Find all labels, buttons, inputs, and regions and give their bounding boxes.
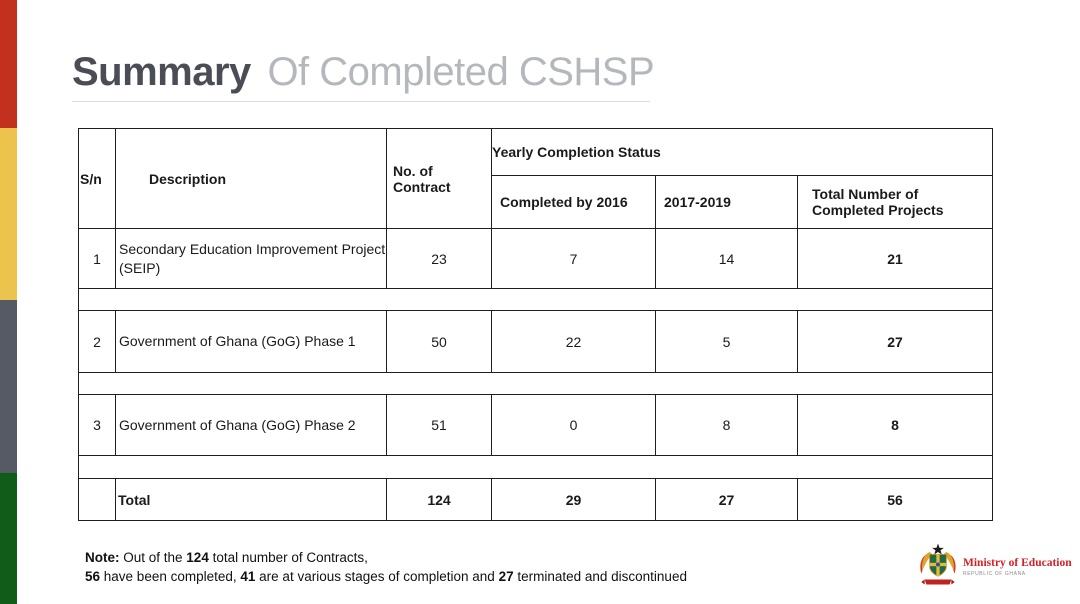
- header-yearly-completion-status: Yearly Completion Status: [491, 128, 993, 176]
- cell-contracts: 50: [386, 310, 492, 373]
- ministry-logo-text: Ministry of Education REPUBLIC OF GHANA: [963, 553, 1072, 577]
- accent-segment-gray: [0, 300, 17, 473]
- header-completed-by-2016: Completed by 2016: [491, 175, 656, 229]
- accent-segment-yellow: [0, 128, 17, 300]
- accent-segment-red: [0, 0, 17, 128]
- note: Note: Out of the 124 total number of Con…: [85, 548, 845, 586]
- spacer-row: [78, 288, 993, 311]
- cell-by2016: 0: [491, 394, 656, 456]
- cell-description: Secondary Education Improvement Project …: [115, 228, 387, 289]
- ministry-logo: Ministry of Education REPUBLIC OF GHANA: [918, 542, 1072, 587]
- title-underline: [72, 101, 650, 102]
- table-row: 1 Secondary Education Improvement Projec…: [78, 228, 993, 289]
- cell-total: 27: [797, 310, 993, 373]
- table-row: 2 Government of Ghana (GoG) Phase 1 50 2…: [78, 310, 993, 373]
- cell-sn: 1: [78, 228, 116, 289]
- total-row: Total 124 29 27 56: [78, 478, 993, 521]
- header-description: Description: [115, 128, 387, 229]
- cell-total-label: Total: [115, 478, 387, 521]
- ministry-name: Ministry of Education: [963, 556, 1072, 569]
- page-title-primary: Summary: [72, 50, 251, 94]
- note-line-2: 56 have been completed, 41 are at variou…: [85, 569, 687, 584]
- cell-total: 21: [797, 228, 993, 289]
- cell-2017-2019: 8: [655, 394, 798, 456]
- header-no-of-contract: No. of Contract: [386, 128, 492, 229]
- header-row-2: Completed by 2016 2017-2019 Total Number…: [79, 175, 993, 229]
- header-total-completed: Total Number of Completed Projects: [797, 175, 993, 229]
- cell-description: Government of Ghana (GoG) Phase 1: [115, 310, 387, 373]
- cell-total-completed: 56: [797, 478, 993, 521]
- table-row: 3 Government of Ghana (GoG) Phase 2 51 0…: [78, 394, 993, 456]
- cell-total: 8: [797, 394, 993, 456]
- header-sn: S/n: [78, 128, 116, 229]
- cell-total-by2016: 29: [491, 478, 656, 521]
- spacer-row: [78, 455, 993, 479]
- cell-sn-empty: [78, 478, 116, 521]
- cell-total-2017-2019: 27: [655, 478, 798, 521]
- cell-total-contracts: 124: [386, 478, 492, 521]
- cell-2017-2019: 5: [655, 310, 798, 373]
- cell-sn: 3: [78, 394, 116, 456]
- header-2017-2019: 2017-2019: [655, 175, 798, 229]
- page-title-secondary: Of Completed CSHSP: [267, 50, 655, 94]
- cell-description: Government of Ghana (GoG) Phase 2: [115, 394, 387, 456]
- header-row-1: S/n Description No. of Contract Yearly C…: [78, 128, 993, 229]
- cell-sn: 2: [78, 310, 116, 373]
- summary-table: S/n Description No. of Contract Yearly C…: [78, 128, 993, 521]
- ghana-coat-of-arms-icon: [920, 543, 956, 585]
- cell-by2016: 7: [491, 228, 656, 289]
- spacer-row: [78, 372, 993, 395]
- cell-by2016: 22: [491, 310, 656, 373]
- cell-2017-2019: 14: [655, 228, 798, 289]
- republic-label: REPUBLIC OF GHANA: [963, 570, 1026, 577]
- cell-contracts: 51: [386, 394, 492, 456]
- accent-bar: [0, 0, 17, 604]
- accent-segment-green: [0, 473, 17, 604]
- page-title: Summary Of Completed CSHSP: [72, 50, 655, 95]
- note-line-1: Note: Out of the 124 total number of Con…: [85, 550, 368, 565]
- cell-contracts: 23: [386, 228, 492, 289]
